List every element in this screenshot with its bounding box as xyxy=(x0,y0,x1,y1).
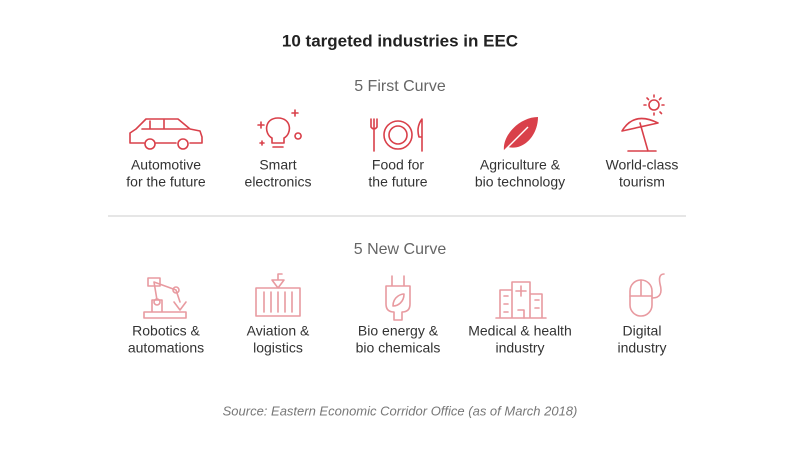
icon-container xyxy=(255,273,301,317)
icon-plate xyxy=(370,118,423,152)
section-heading: 5 New Curve xyxy=(354,241,447,258)
item-label: Digital xyxy=(623,323,662,339)
item-label: logistics xyxy=(253,340,303,356)
item-label: Aviation & xyxy=(247,323,310,339)
item-label: Automotive xyxy=(131,157,201,173)
source: Source: Eastern Economic Corridor Office… xyxy=(223,403,578,418)
icon-bulb xyxy=(257,109,302,148)
icon-leaf xyxy=(501,117,538,154)
item-label: tourism xyxy=(619,174,665,190)
item-label: for the future xyxy=(126,174,206,190)
item-label: bio technology xyxy=(475,174,565,190)
icon-hospital xyxy=(495,281,547,319)
item-label: Smart xyxy=(259,157,296,173)
item-label: World-class xyxy=(606,157,679,173)
item-label: Agriculture & xyxy=(480,157,561,173)
icon-umbrella xyxy=(621,94,665,152)
item-label: automations xyxy=(128,340,204,356)
item-label: the future xyxy=(368,174,427,190)
item-label: Medical & health xyxy=(468,323,572,339)
item-label: Bio energy & xyxy=(358,323,439,339)
icon-plug xyxy=(385,275,411,321)
icon-mouse xyxy=(629,273,665,317)
icon-robot xyxy=(143,277,187,319)
section-heading: 5 First Curve xyxy=(354,78,446,95)
item-label: industry xyxy=(617,340,666,356)
item-label: bio chemicals xyxy=(356,340,441,356)
item-label: electronics xyxy=(245,174,312,190)
icon-car xyxy=(129,118,203,150)
item-label: Food for xyxy=(372,157,424,173)
item-label: Robotics & xyxy=(132,323,200,339)
item-label: industry xyxy=(495,340,544,356)
title: 10 targeted industries in EEC xyxy=(282,31,518,50)
